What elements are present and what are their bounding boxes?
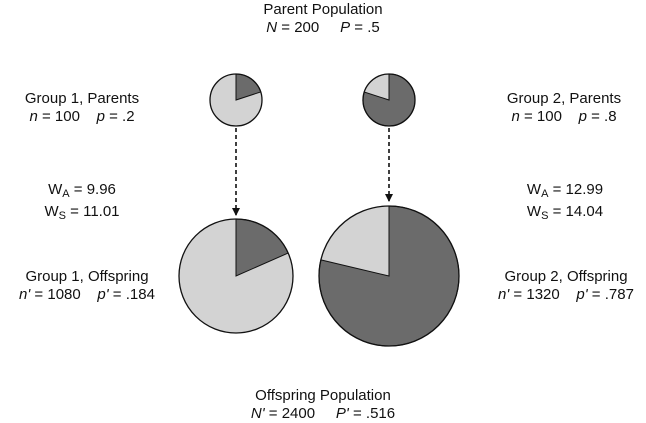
group1-wa: WA = 9.96 [48, 181, 116, 200]
group2-parents-title: Group 2, Parents [506, 90, 622, 107]
parent-population-title: Parent Population [263, 1, 383, 18]
offspring-population-title: Offspring Population [255, 387, 391, 404]
group1-parents-pie [209, 73, 263, 127]
group1-parents-pie-outline [209, 73, 263, 127]
group1-parents-title: Group 1, Parents [24, 90, 140, 107]
group2-offspring-pie-outline [318, 205, 460, 347]
parent-population-stats: N = 200 P = .5 [266, 19, 380, 36]
group2-offspring-title: Group 2, Offspring [504, 268, 628, 285]
group2-ws: WS = 14.04 [526, 203, 604, 222]
group1-offspring-title: Group 1, Offspring [25, 268, 149, 285]
group1-offspring-pie-outline [178, 218, 294, 334]
group1-offspring-label: Group 1, Offspring n' = 1080 p' = .184 [2, 268, 172, 304]
offspring-population-label: Offspring Population N' = 2400 P' = .516 [208, 387, 438, 423]
group1-ws: WS = 11.01 [44, 203, 120, 222]
group1-parents-label: Group 1, Parents n = 100 p = .2 [2, 90, 162, 126]
group2-offspring-stats: n' = 1320 p' = .787 [498, 286, 634, 303]
group2-offspring-label: Group 2, Offspring n' = 1320 p' = .787 [486, 268, 646, 304]
group2-parents-label: Group 2, Parents n = 100 p = .8 [484, 90, 644, 126]
group2-parents-pie-outline [362, 73, 416, 127]
group2-offspring-pie [318, 205, 460, 347]
group1-fitness-label: WA = 9.96 WS = 11.01 [12, 181, 152, 225]
group2-fitness-label: WA = 12.99 WS = 14.04 [495, 181, 635, 225]
group1-parents-stats: n = 100 p = .2 [29, 108, 135, 125]
offspring-population-stats: N' = 2400 P' = .516 [250, 405, 396, 422]
group2-parents-pie [362, 73, 416, 127]
group2-wa: WA = 12.99 [526, 181, 604, 200]
group2-parents-stats: n = 100 p = .8 [511, 108, 617, 125]
group1-offspring-pie [178, 218, 294, 334]
group1-offspring-stats: n' = 1080 p' = .184 [19, 286, 155, 303]
parent-population-label: Parent Population N = 200 P = .5 [223, 1, 423, 37]
